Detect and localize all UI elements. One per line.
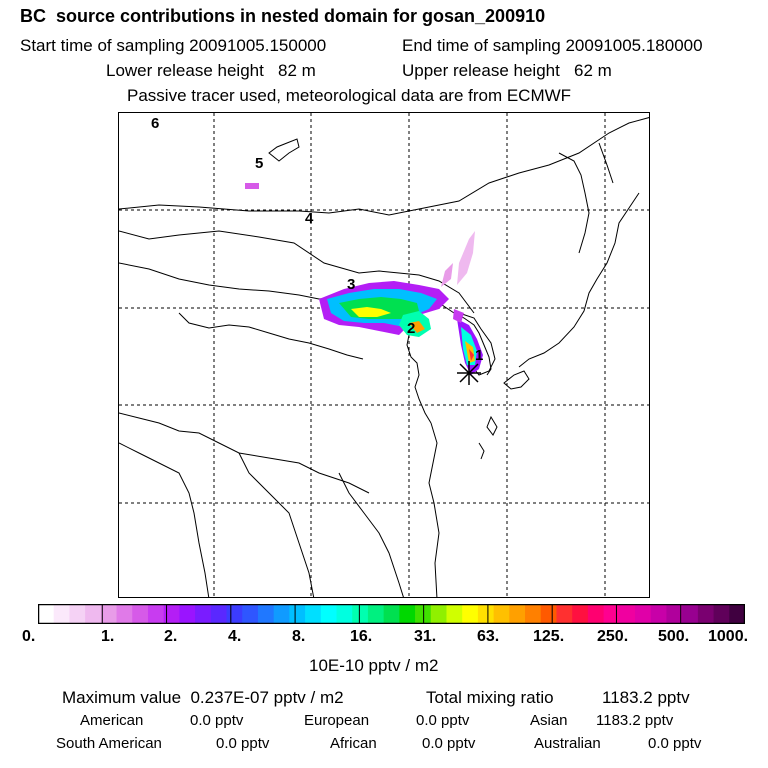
total-mixing-value: 1183.2 pptv [602,688,690,707]
tick-label: 4. [228,628,242,645]
region-european-label: European [304,712,370,729]
region-south-american-value: 0.0 pptv [216,735,270,752]
colorbar-swatch [273,604,290,624]
colorbar-swatch [619,604,636,624]
colorbar-swatch [100,604,118,624]
colorbar-swatch [477,604,495,624]
colorbar-swatch [635,604,652,624]
lower-release-height: Lower release height 82 m [106,61,316,80]
colorbar-swatch [69,604,86,624]
colorbar-swatch [147,604,165,624]
region-african-value: 0.0 pptv [422,735,476,752]
tick-label: 125. [533,628,565,645]
contribution-plume [245,183,483,375]
map-panel: 1 2 3 4 5 6 [118,112,650,598]
tick-label: 0. [22,628,36,645]
sampling-start: Start time of sampling 20091005.150000 [20,36,327,55]
sampling-end: End time of sampling 20091005.180000 [402,36,703,55]
colorbar-swatch [493,604,510,624]
colorbar-swatch [352,604,369,624]
colorbar-swatch [650,604,667,624]
colorbar-swatch [163,604,180,624]
colorbar-swatch [572,604,589,624]
marker-3: 3 [347,276,355,293]
colorbar-swatch [336,604,353,624]
colorbar-swatch [540,604,557,624]
tick-label: 63. [477,628,500,645]
region-american-value: 0.0 pptv [190,712,244,729]
colorbar-swatch [509,604,526,624]
tick-label: 250. [597,628,629,645]
colorbar-swatch [116,604,133,624]
region-south-american-label: South American [56,735,162,752]
tick-label: 1. [101,628,115,645]
marker-2: 2 [407,320,415,337]
colorbar-swatch [666,604,683,624]
receptor-asterisk-icon [457,361,481,385]
tick-label: 16. [350,628,373,645]
maximum-value: Maximum value 0.237E-07 pptv / m2 [62,688,344,707]
map-canvas: 1 2 3 4 5 6 [119,113,649,597]
colorbar-swatch [226,604,243,624]
colorbar-swatch [53,604,70,624]
tick-label: 8. [292,628,306,645]
region-american-label: American [80,712,144,729]
colorbar [38,604,745,624]
total-mixing-label: Total mixing ratio [426,688,554,707]
colorbar-swatch [525,604,542,624]
colorbar-swatch [257,604,275,624]
colorbar-swatch [430,604,447,624]
tick-label: 500. [658,628,690,645]
colorbar-swatch [446,604,463,624]
colorbar-swatch [242,604,259,624]
region-australian-label: Australian [534,735,601,752]
tick-label: 1000. [708,628,749,645]
colorbar-swatch [85,604,102,624]
colorbar-swatch [305,604,322,624]
colorbar-swatch [713,604,730,624]
colorbar-swatch [399,604,416,624]
colorbar-swatch [383,604,400,624]
region-asian-label: Asian [530,712,568,729]
colorbar-swatch [132,604,149,624]
colorbar-swatch [38,604,55,624]
graticule [119,113,649,597]
tracer-info: Passive tracer used, meteorological data… [127,86,572,105]
tick-label: 31. [414,628,437,645]
upper-release-height: Upper release height 62 m [402,61,612,80]
colorbar-swatch [179,604,196,624]
region-asian-value: 1183.2 pptv [596,712,674,729]
plot-title: BC source contributions in nested domain… [20,6,546,26]
colorbar-swatch [697,604,715,624]
colorbar-swatch [210,604,228,624]
region-european-value: 0.0 pptv [416,712,470,729]
colorbar-swatch [289,604,306,624]
colorbar-swatch [195,604,212,624]
marker-4: 4 [305,210,314,227]
marker-6: 6 [151,115,159,132]
colorbar-unit: 10E-10 pptv / m2 [309,656,439,675]
colorbar-swatch [367,604,385,624]
region-australian-value: 0.0 pptv [648,735,702,752]
coastlines [119,117,649,597]
colorbar-swatch [462,604,479,624]
marker-5: 5 [255,155,263,172]
colorbar-swatch [320,604,338,624]
marker-1: 1 [475,347,483,364]
colorbar-swatch [603,604,620,624]
colorbar-swatch [682,604,699,624]
colorbar-swatch [729,604,745,624]
colorbar-swatch [556,604,573,624]
colorbar-border [38,604,745,624]
colorbar-swatch [587,604,605,624]
region-african-label: African [330,735,377,752]
tick-label: 2. [164,628,178,645]
